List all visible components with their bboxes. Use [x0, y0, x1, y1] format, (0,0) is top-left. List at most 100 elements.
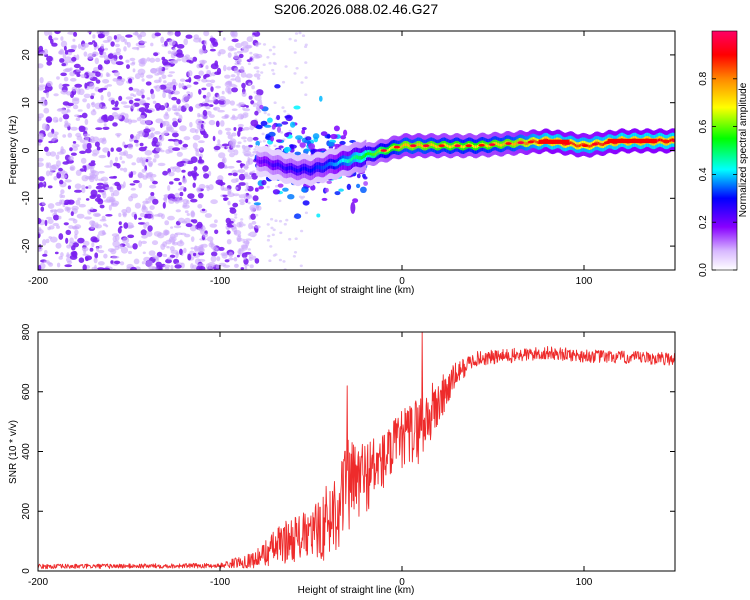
spectrogram-noise-cell — [237, 79, 241, 83]
spectrogram-noise-cell — [44, 31, 49, 36]
spectrogram-track-cell — [447, 144, 450, 148]
spectrogram-noise-cell — [227, 134, 233, 140]
spectrogram-noise-cell — [139, 115, 146, 120]
spectrogram-track-cell — [443, 143, 446, 146]
spectrogram-transition-cell — [260, 120, 268, 127]
spectrogram-transition-cell — [356, 183, 361, 189]
spectrogram-noise-cell — [248, 82, 252, 86]
spectrogram-transition-cell — [275, 123, 283, 128]
spectrogram-noise-cell — [110, 248, 117, 255]
spectrogram-noise-cell — [224, 74, 231, 79]
spectrogram-noise-cell — [245, 238, 252, 241]
spectrogram-noise-cell — [206, 110, 212, 116]
spectrogram-noise-cell — [60, 36, 64, 41]
spectrogram-noise-cell — [58, 167, 63, 172]
spectrogram-noise-cell — [208, 170, 212, 177]
spectrogram-track-cell — [473, 145, 475, 148]
spectrogram-noise-cell — [243, 145, 247, 149]
spectrogram-noise-cell — [245, 198, 249, 203]
spectrogram-noise-cell — [223, 197, 228, 202]
spectrogram-noise-cell — [81, 187, 86, 194]
spectrogram-noise-cell — [96, 146, 101, 151]
spectrogram-noise-cell — [175, 262, 183, 266]
spectrogram-noise-cell — [141, 240, 147, 244]
spectrogram-noise-cell — [256, 70, 260, 73]
spectrogram-transition-cell — [305, 136, 312, 141]
spectrogram-noise-cell — [70, 211, 74, 217]
spectrogram-track-cell — [446, 144, 448, 147]
spectrogram-noise-cell — [113, 71, 120, 77]
spectrogram-noise-cell — [67, 260, 73, 265]
spectrogram-track-cell — [399, 146, 401, 150]
spectrogram-noise-cell — [179, 78, 186, 82]
spectrogram-noise-cell — [47, 132, 54, 138]
spectrogram-peak-cell — [423, 144, 430, 148]
spectrogram-noise-cell — [79, 66, 85, 71]
spectrogram-track-cell — [475, 145, 478, 149]
spectrogram-noise-cell — [105, 214, 113, 217]
spectrogram-noise-cell — [214, 219, 218, 224]
spectrogram-noise-cell — [84, 216, 92, 220]
spectrogram-noise-cell — [72, 104, 79, 110]
spectrogram-transition-cell — [259, 104, 264, 110]
spectrogram-noise-cell — [161, 56, 166, 61]
spectrogram-noise-cell — [192, 182, 196, 188]
spectrogram-noise-cell — [40, 206, 45, 212]
spectrogram-noise-cell — [179, 191, 184, 197]
spectrogram-transition-cell — [360, 186, 367, 193]
spectrogram-transition-cell — [333, 125, 340, 132]
spectrogram-noise-cell — [253, 66, 260, 70]
spectrogram-noise-cell — [256, 107, 260, 112]
spectrogram-track-cell — [390, 146, 392, 150]
spectrogram-noise-cell — [251, 226, 255, 229]
spectrogram-track-cell — [355, 155, 358, 159]
spectrogram-track-cell — [270, 162, 273, 167]
spectrogram-noise-cell — [120, 78, 126, 82]
spectrogram-track-cell — [307, 168, 310, 172]
spectrogram-track-cell — [345, 159, 348, 163]
spectrogram-noise-cell — [228, 172, 233, 176]
spectrogram-noise-cell — [241, 41, 245, 45]
spectrogram-noise-cell — [76, 54, 80, 61]
spectrogram-transition-cell — [255, 140, 260, 147]
spectrogram-noise-cell — [214, 71, 221, 75]
spectrogram-noise-cell — [234, 186, 239, 190]
spectrogram-track-cell — [415, 143, 418, 147]
spectrogram-noise-cell — [125, 206, 132, 214]
spectrogram-track-cell — [523, 141, 526, 145]
spectrogram-noise-cell — [197, 159, 205, 164]
spectrogram-track-cell — [293, 167, 295, 172]
spectrogram-noise-cell — [135, 142, 139, 147]
spectrogram-noise-cell — [241, 249, 245, 252]
spectrogram-noise-cell — [133, 139, 139, 143]
spectrogram-noise-cell — [130, 103, 135, 109]
spectrogram-noise-cell — [244, 115, 248, 118]
spectrogram-noise-cell — [230, 116, 239, 121]
spectrogram-noise-cell — [165, 149, 171, 154]
spectrogram-noise-cell — [266, 185, 270, 189]
spectrogram-track-cell — [484, 143, 487, 147]
spectrogram-track-cell — [321, 166, 324, 170]
spectrogram-noise-cell — [46, 80, 53, 88]
spectrogram-noise-cell — [130, 134, 134, 139]
spectrogram-noise-cell — [179, 125, 187, 132]
spectrogram-noise-cell — [109, 186, 114, 193]
spectrogram-noise-cell — [202, 109, 208, 117]
spectrogram-noise-cell — [124, 113, 129, 119]
spectrogram-track-cell — [516, 141, 518, 145]
spectrogram-noise-cell — [136, 90, 144, 96]
spectrogram-noise-cell — [279, 231, 283, 235]
spectrogram-y-tick-label: 20 — [21, 49, 32, 61]
spectrogram-track-cell — [295, 168, 298, 173]
spectrogram-noise-cell — [252, 170, 256, 173]
spectrogram-track-cell — [488, 144, 490, 148]
spectrogram-noise-cell — [131, 46, 139, 50]
spectrogram-track-cell — [494, 141, 497, 145]
spectrogram-noise-cell — [217, 109, 225, 113]
spectrogram-noise-cell — [198, 183, 206, 190]
spectrogram-noise-cell — [256, 205, 262, 211]
spectrogram-noise-cell — [281, 106, 285, 109]
spectrogram-track-cell — [339, 159, 341, 164]
spectrogram-noise-cell — [89, 135, 95, 143]
spectrogram-track-cell — [279, 163, 281, 167]
